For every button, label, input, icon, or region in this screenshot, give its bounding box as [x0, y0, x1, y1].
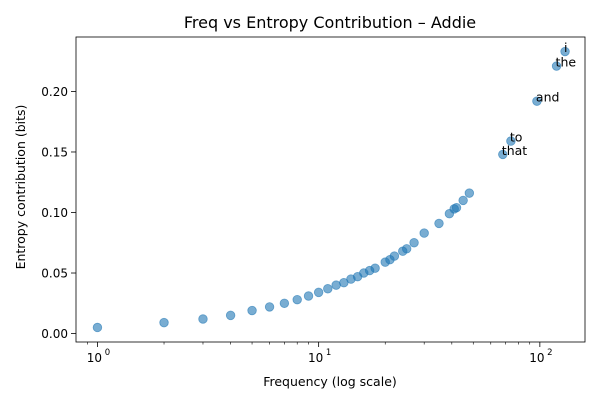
point-annotation: to	[510, 130, 523, 145]
point-annotation: that	[502, 143, 527, 158]
x-tick-label: 10	[87, 351, 102, 365]
data-point	[292, 294, 302, 305]
data-point	[409, 238, 419, 248]
data-point	[401, 244, 412, 254]
data-point	[532, 96, 542, 106]
x-tick-exponent: 0	[105, 348, 110, 358]
data-point	[464, 188, 475, 198]
data-point	[225, 310, 236, 321]
data-point	[279, 298, 290, 308]
data-point	[458, 195, 468, 206]
data-point	[303, 291, 314, 301]
y-tick-label: 0.05	[41, 267, 68, 281]
x-tick-exponent: 1	[326, 348, 331, 358]
data-point	[323, 284, 333, 294]
data-point	[419, 228, 429, 238]
y-axis-label: Entropy contribution (bits)	[13, 105, 28, 270]
point-annotation: i	[564, 40, 567, 55]
x-tick-label: 10	[529, 351, 544, 365]
data-point	[434, 218, 444, 229]
y-axis-ticks: 0.00 0.05 0.10 0.15 0.20	[41, 85, 76, 341]
data-point	[198, 314, 208, 324]
data-points	[92, 46, 570, 333]
y-tick-label: 0.20	[41, 85, 68, 99]
x-tick-label: 10	[308, 351, 323, 365]
plot-area	[75, 36, 586, 343]
data-point	[159, 317, 169, 328]
y-tick-label: 0.15	[41, 145, 68, 159]
data-point	[389, 251, 400, 261]
point-annotation: the	[556, 55, 577, 70]
y-tick-label: 0.00	[41, 327, 68, 341]
chart-title: Freq vs Entropy Contribution – Addie	[184, 13, 476, 32]
axes-frame	[75, 36, 586, 343]
data-point	[370, 263, 380, 273]
data-point	[498, 149, 508, 160]
x-tick-exponent: 2	[547, 348, 552, 358]
data-point	[506, 136, 516, 146]
data-point	[451, 202, 462, 213]
x-axis-ticks: 10 0 10 1 10 2	[87, 342, 553, 365]
x-axis-label: Frequency (log scale)	[263, 374, 397, 389]
data-point	[264, 302, 275, 312]
data-point	[331, 280, 341, 290]
data-point	[313, 287, 324, 298]
y-tick-label: 0.10	[41, 206, 68, 220]
data-point	[551, 61, 562, 71]
point-annotation: and	[536, 90, 560, 105]
data-point	[560, 46, 570, 57]
data-point	[247, 305, 257, 316]
data-point	[92, 322, 103, 333]
